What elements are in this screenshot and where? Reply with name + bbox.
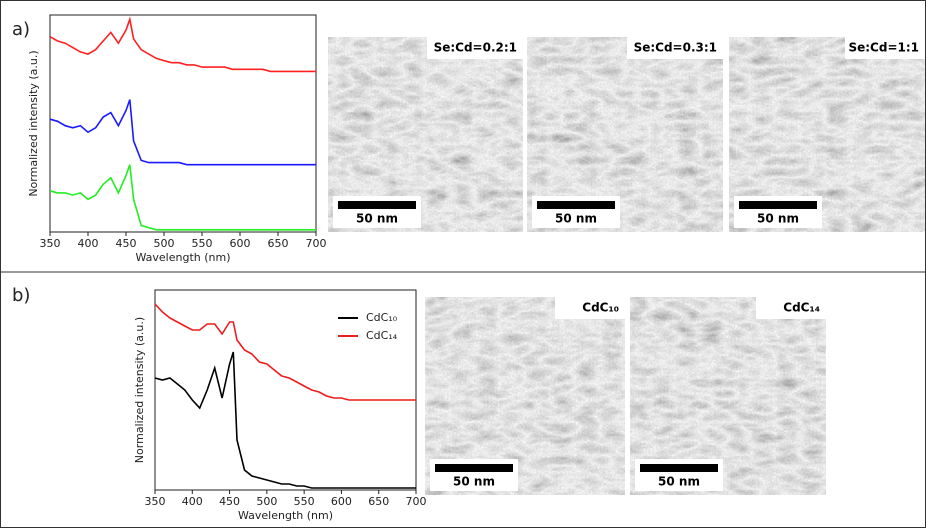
image-label: Se:Cd=0.2:1 xyxy=(434,41,517,55)
x-tick-label: 550 xyxy=(192,237,213,250)
x-tick-label: 500 xyxy=(256,495,277,508)
panel-label: a) xyxy=(12,19,30,40)
x-axis-label: Wavelength (nm) xyxy=(238,509,333,522)
scale-bar-label: 50 nm xyxy=(658,475,700,489)
legend-label: CdC₁₀ xyxy=(366,311,398,324)
scale-bar xyxy=(338,201,416,209)
x-tick-label: 550 xyxy=(294,495,315,508)
x-tick-label: 650 xyxy=(368,495,389,508)
label-box xyxy=(555,297,625,319)
data-line xyxy=(49,164,316,231)
plot-frame xyxy=(154,289,417,491)
tem-image: Se:Cd=0.2:1 50 nm xyxy=(328,37,523,232)
y-axis-label: Normalized intensity (a.u.) xyxy=(133,317,146,463)
x-axis-label: Wavelength (nm) xyxy=(135,251,230,264)
y-axis-label: Normalized intensity (a.u.) xyxy=(27,50,40,196)
scale-bar-label: 50 nm xyxy=(453,475,495,489)
label-box xyxy=(627,37,723,59)
panel-label: b) xyxy=(12,285,30,306)
x-tick-label: 400 xyxy=(182,495,203,508)
image-label: CdC₁₀ xyxy=(582,301,619,315)
data-line xyxy=(154,303,416,401)
plot-frame xyxy=(49,14,317,233)
tem-image: Se:Cd=0.3:1 50 nm xyxy=(527,37,723,232)
x-tick-label: 350 xyxy=(40,237,61,250)
x-tick-label: 600 xyxy=(331,495,352,508)
legend-label: CdC₁₄ xyxy=(366,329,398,342)
label-box xyxy=(756,297,826,319)
data-line xyxy=(154,351,416,489)
scale-bar xyxy=(739,201,817,209)
x-tick-label: 700 xyxy=(306,237,327,250)
scale-bar xyxy=(537,201,615,209)
scale-bar-label: 50 nm xyxy=(356,212,398,226)
x-tick-label: 350 xyxy=(145,495,166,508)
x-tick-label: 700 xyxy=(406,495,427,508)
x-tick-label: 650 xyxy=(268,237,289,250)
x-tick-label: 450 xyxy=(219,495,240,508)
scale-bar xyxy=(435,464,513,472)
data-line xyxy=(49,16,316,73)
tem-image: Se:Cd=1:1 50 nm xyxy=(729,37,925,232)
x-tick-label: 600 xyxy=(230,237,251,250)
scale-bar-label: 50 nm xyxy=(757,212,799,226)
image-label: CdC₁₄ xyxy=(783,301,820,315)
image-label: Se:Cd=0.3:1 xyxy=(634,41,717,55)
x-tick-label: 500 xyxy=(154,237,175,250)
x-tick-label: 450 xyxy=(116,237,137,250)
tem-image: CdC₁₀ 50 nm xyxy=(425,297,625,495)
scale-bar xyxy=(640,464,718,472)
x-tick-label: 400 xyxy=(78,237,99,250)
label-box xyxy=(845,37,925,59)
image-label: Se:Cd=1:1 xyxy=(848,41,919,55)
tem-image: CdC₁₄ 50 nm xyxy=(630,297,826,495)
label-box xyxy=(427,37,523,59)
data-line xyxy=(49,99,316,166)
scale-bar-label: 50 nm xyxy=(555,212,597,226)
